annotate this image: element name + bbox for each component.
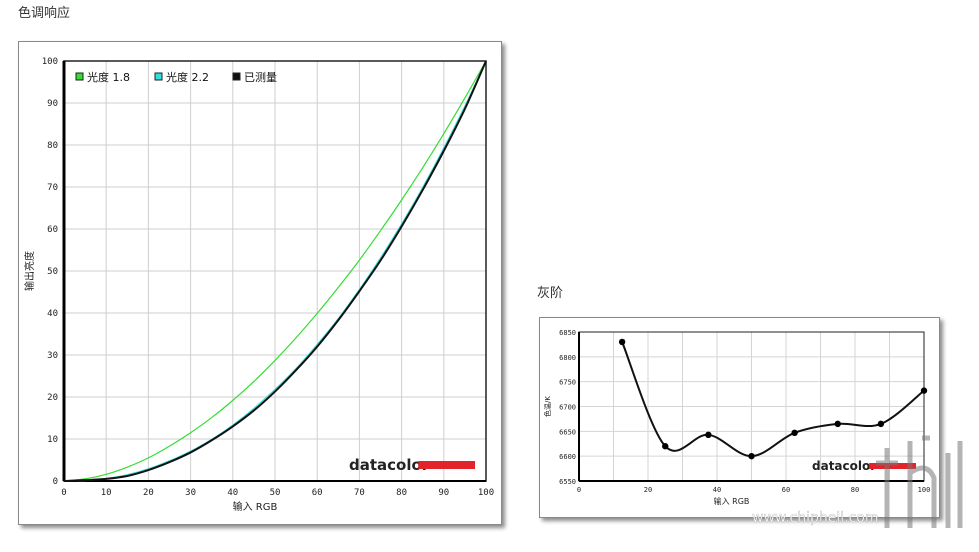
gamma-y-tick-label: 20 xyxy=(47,393,58,403)
gamma-x-axis-label: 输入 RGB xyxy=(233,500,278,513)
gray-x-tick-label: 60 xyxy=(782,486,790,494)
grayscale-section-heading: 灰阶 xyxy=(537,286,564,301)
gray-x-tick-label: 40 xyxy=(713,486,721,494)
gamma-legend-label: 光度 2.2 xyxy=(166,70,209,84)
watermark-text: www.chiphell.com xyxy=(752,510,878,526)
datacolor-logo-text: datacolor xyxy=(349,456,430,474)
gamma-legend-swatch xyxy=(232,72,241,81)
gray-data-point xyxy=(705,431,712,439)
gray-x-tick-label: 80 xyxy=(851,486,859,494)
gamma-x-tick-label: 20 xyxy=(143,488,154,498)
watermark-logo: www.chiphell.com xyxy=(752,435,963,528)
gray-data-point xyxy=(877,420,885,428)
gray-x-tick-label: 100 xyxy=(918,486,931,494)
gray-data-point xyxy=(618,338,626,346)
datacolor-logo-text: datacolor xyxy=(812,459,876,473)
grayscale-chart-panel: 0 20 40 60 80 100 6550 6600 6650 6700 6750 6800 6850… xyxy=(539,317,940,518)
gamma-y-tick-label: 70 xyxy=(47,183,58,193)
gamma-legend-label: 光度 1.8 xyxy=(87,70,130,84)
gray-data-point xyxy=(748,452,755,460)
datacolor-logo-bar xyxy=(418,461,475,469)
gamma-y-tick-label: 30 xyxy=(47,351,58,361)
gamma-x-tick-label: 30 xyxy=(185,488,196,498)
gamma-series-line xyxy=(63,60,487,482)
gamma-series-line xyxy=(63,60,487,482)
gamma-legend-swatch xyxy=(75,72,84,81)
gray-x-tick-label: 20 xyxy=(644,486,652,494)
gamma-x-tick-label: 10 xyxy=(101,488,112,498)
grayscale-chart: 0 20 40 60 80 100 6550 6600 6650 6700 6750 6800 6850… xyxy=(543,329,931,506)
gray-x-tick-label: 0 xyxy=(577,486,581,494)
gray-data-point xyxy=(834,420,841,428)
gray-data-point xyxy=(662,443,669,450)
gray-y-tick-label: 6600 xyxy=(559,453,576,461)
gray-y-tick-label: 6650 xyxy=(559,428,576,436)
gamma-grid xyxy=(63,60,487,482)
gamma-chart-panel: 0 10 20 30 40 50 60 70 80 90 100 0 10 20 30 40 50 60 70 80 9… xyxy=(18,41,502,525)
gamma-y-tick-label: 60 xyxy=(47,225,58,235)
gamma-y-tick-label: 100 xyxy=(42,57,58,67)
gamma-legend-label: 已测量 xyxy=(244,71,277,84)
gamma-x-tick-label: 100 xyxy=(478,488,494,498)
datacolor-logo-bar xyxy=(869,463,916,469)
gray-data-point xyxy=(920,387,928,394)
gamma-y-tick-label: 0 xyxy=(53,477,58,487)
gray-y-tick-label: 6750 xyxy=(559,379,576,387)
gamma-y-tick-label: 90 xyxy=(47,99,58,109)
gamma-x-tick-label: 70 xyxy=(354,488,365,498)
gamma-x-tick-label: 0 xyxy=(61,488,66,498)
gamma-y-tick-label: 50 xyxy=(47,267,58,277)
gamma-x-tick-label: 90 xyxy=(438,488,449,498)
gamma-y-tick-label: 10 xyxy=(47,435,58,445)
gamma-x-tick-label: 50 xyxy=(270,488,281,498)
watermark-glyph xyxy=(876,435,963,528)
gray-y-tick-label: 6700 xyxy=(559,404,576,412)
gamma-y-tick-label: 80 xyxy=(47,141,58,151)
gamma-legend-swatch xyxy=(154,72,163,81)
gray-y-tick-label: 6550 xyxy=(559,478,576,486)
gamma-x-tick-label: 40 xyxy=(227,488,238,498)
gray-y-tick-label: 6800 xyxy=(559,354,576,362)
gamma-section-heading: 色调响应 xyxy=(18,6,71,21)
gamma-y-axis-label: 输出亮度 xyxy=(23,251,36,291)
gamma-chart: 0 10 20 30 40 50 60 70 80 90 100 0 10 20 30 40 50 60 70 80 9… xyxy=(23,57,494,513)
gamma-series-line xyxy=(63,60,487,482)
gray-data-point xyxy=(791,429,798,437)
gray-y-axis-label: 色温/K xyxy=(543,396,552,417)
gamma-x-tick-label: 80 xyxy=(396,488,407,498)
gray-y-tick-label: 6850 xyxy=(559,329,576,337)
gamma-y-tick-label: 40 xyxy=(47,309,58,319)
gray-x-axis-label: 输入 RGB xyxy=(714,496,750,506)
gamma-x-tick-label: 60 xyxy=(312,488,323,498)
